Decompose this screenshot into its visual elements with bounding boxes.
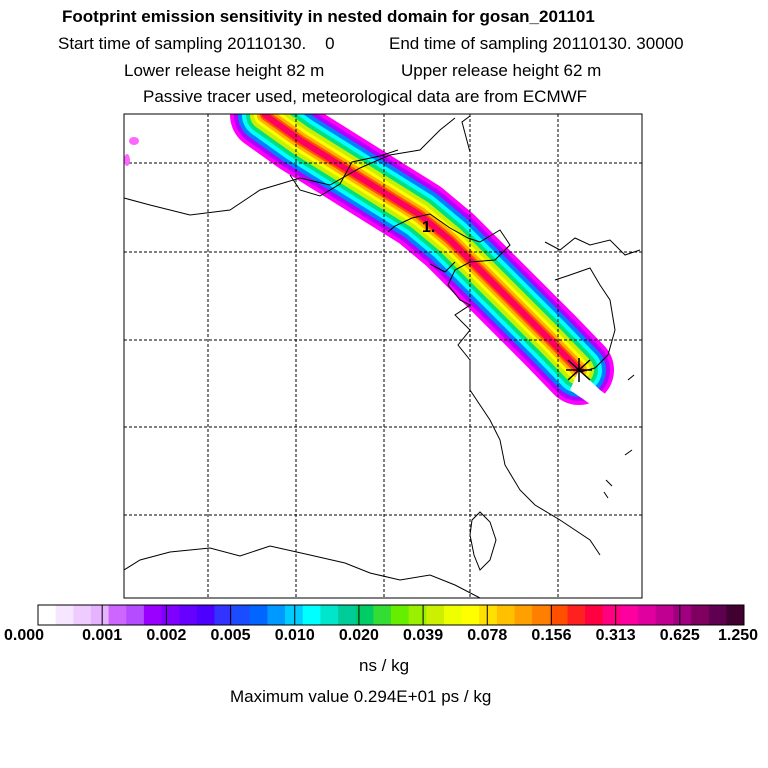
receptor-marker	[566, 358, 592, 382]
colorbar-cell	[143, 605, 163, 625]
colorbar-cell	[196, 605, 215, 625]
colorbar-cell	[638, 605, 657, 625]
colorbar-cell	[373, 605, 392, 625]
colorbar-tick-label: 0.313	[595, 627, 636, 644]
colorbar-cell	[73, 605, 92, 625]
maximum-value: Maximum value 0.294E+01 ps / kg	[230, 687, 492, 706]
upper-release-height: Upper release height 62 m	[401, 61, 602, 80]
colorbar-cell	[320, 605, 339, 625]
colorbar-cell	[496, 605, 516, 625]
colorbar-cell	[602, 605, 621, 625]
colorbar-tick-label: 0.156	[531, 627, 572, 644]
lower-release-height: Lower release height 82 m	[124, 61, 325, 80]
end-time: End time of sampling 20110130. 30000	[389, 34, 684, 53]
colorbar-cell	[391, 605, 410, 625]
plume-tip-mask	[570, 370, 642, 440]
colorbar-tick-label: 1.250	[717, 627, 759, 644]
colorbar-tick-label: 0.001	[82, 627, 123, 644]
colorbar-cell	[38, 605, 57, 625]
colorbar-cell	[585, 605, 604, 625]
colorbar-cell	[532, 605, 551, 625]
colorbar-cell	[90, 605, 110, 625]
colorbar-tick-label: 0.625	[659, 627, 700, 644]
colorbar-cell	[232, 605, 251, 625]
colorbar-cell	[55, 605, 74, 625]
colorbar-tick-label: 0.010	[274, 627, 315, 644]
colorbar-cell	[126, 605, 145, 625]
colorbar-cell	[302, 605, 321, 625]
map-frame	[123, 113, 643, 599]
colorbar-cell	[426, 605, 445, 625]
colorbar-cell	[267, 605, 286, 625]
colorbar-cell	[443, 605, 463, 625]
colorbar-cell	[355, 605, 374, 625]
colorbar-cell	[691, 605, 710, 625]
colorbar-cell	[514, 605, 533, 625]
colorbar-tick-label: 0.078	[467, 627, 508, 644]
colorbar-tick-label: 0.005	[210, 627, 251, 644]
colorbar-cell	[408, 605, 427, 625]
colorbar-cell	[161, 605, 180, 625]
colorbar-cell	[726, 605, 745, 625]
colorbar-cell	[479, 605, 498, 625]
plume-shading	[230, 114, 642, 440]
colorbar-unit: ns / kg	[359, 656, 410, 675]
colorbar-cell	[285, 605, 304, 625]
tracer-note: Passive tracer used, meteorological data…	[143, 87, 588, 106]
colorbar-cell	[708, 605, 727, 625]
colorbar-cell	[620, 605, 639, 625]
coastlines	[124, 115, 641, 598]
point-label: 1.	[422, 219, 435, 236]
colorbar-cell	[338, 605, 357, 625]
colorbar-cell	[673, 605, 692, 625]
plot-title: Footprint emission sensitivity in nested…	[62, 7, 595, 26]
colorbar-tick-label: 0.039	[403, 627, 444, 644]
colorbar-cell	[108, 605, 127, 625]
colorbar-cell	[549, 605, 568, 625]
lat-lon-grid	[124, 114, 642, 598]
colorbar-cell	[567, 605, 586, 625]
colorbar-tick-label: 0.020	[338, 627, 379, 644]
colorbar-tick-label: 0.000	[3, 627, 45, 644]
colorbar-cell	[214, 605, 233, 625]
colorbar-cell	[249, 605, 268, 625]
colorbar-cell	[179, 605, 198, 625]
plume-band	[262, 114, 582, 373]
colorbar-tick-label: 0.002	[146, 627, 187, 644]
colorbar-cell	[655, 605, 674, 625]
start-time: Start time of sampling 20110130. 0	[58, 34, 335, 53]
colorbar-cell	[461, 605, 480, 625]
